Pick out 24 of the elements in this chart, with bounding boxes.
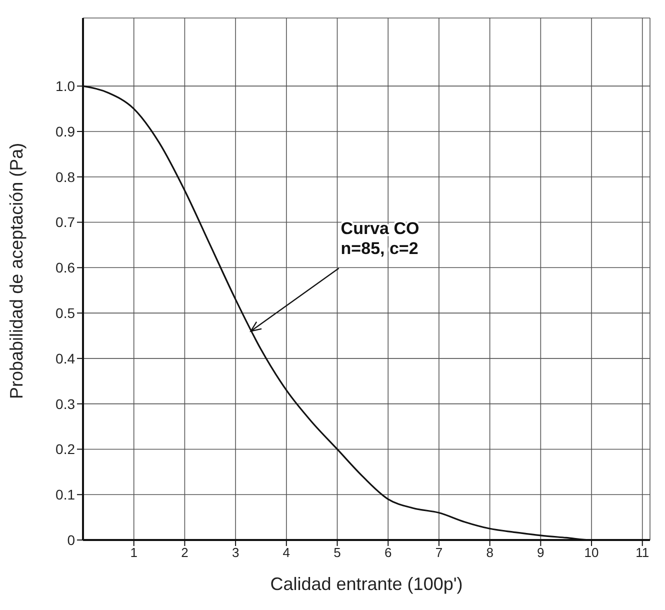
x-tick-label: 6 [384,545,392,560]
y-axis-title: Probabilidad de aceptación (Pa) [6,142,26,399]
y-tick-label: 0.7 [56,214,76,230]
x-tick-label: 5 [334,545,341,560]
y-tick-label: 0.8 [56,168,76,185]
x-tick-label: 9 [537,545,544,560]
y-tick-label: 0.4 [56,350,76,366]
y-tick-label: 0.5 [56,305,76,322]
x-tick-label: 2 [181,545,188,560]
x-axis-title: Calidad entrante (100p') [270,574,463,594]
x-tick-label: 10 [584,545,599,560]
y-tick-label: 0.9 [56,123,76,140]
y-tick-label: 0 [67,532,76,548]
y-tick-label: 0.6 [56,260,76,276]
x-tick-label: 4 [282,545,290,560]
y-tick-label: 1.0 [56,78,76,94]
y-tick-label: 0.2 [56,441,76,458]
x-tick-label: 11 [636,545,650,560]
x-tick-label: 8 [486,545,494,560]
x-tick-label: 1 [130,545,138,560]
x-tick-label: 3 [232,545,240,560]
x-tick-label: 7 [435,545,443,560]
y-tick-label: 0.3 [56,396,76,412]
y-tick-label: 0.1 [56,486,76,503]
